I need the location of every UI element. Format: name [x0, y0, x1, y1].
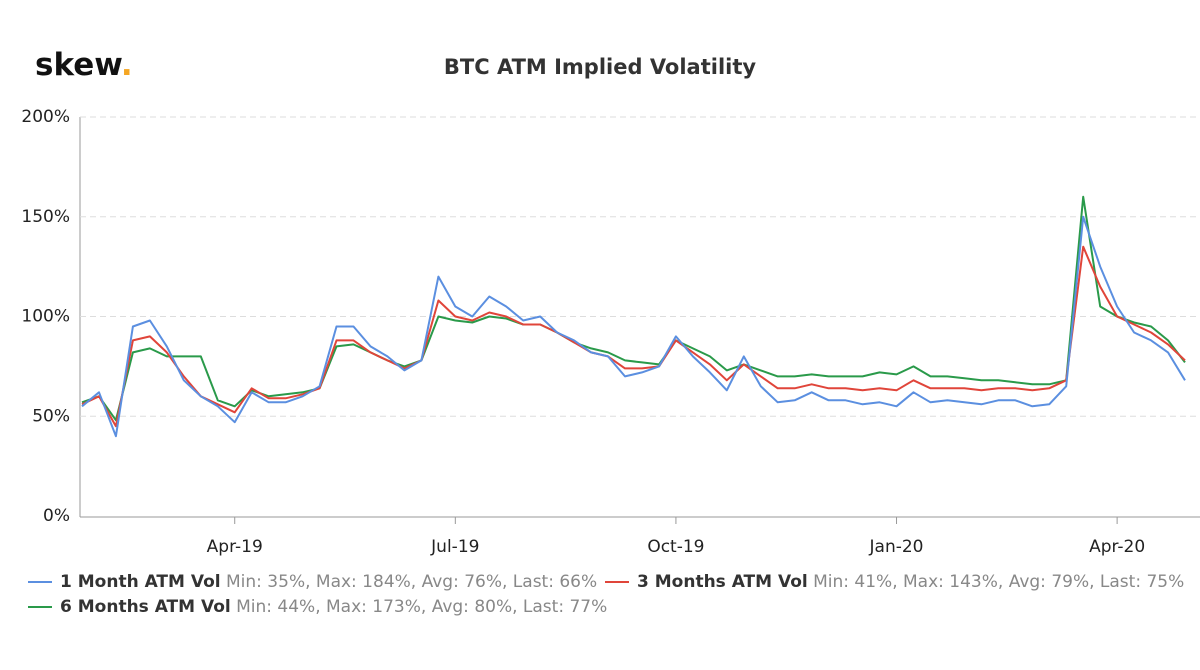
logo-name: skew — [35, 47, 122, 83]
legend-stats: Min: 41%, Max: 143%, Avg: 79%, Last: 75% — [813, 572, 1184, 592]
x-tick-label: Oct-19 — [647, 537, 704, 557]
logo-dot: . — [121, 47, 133, 83]
y-tick-label: 150% — [21, 207, 70, 227]
legend-entry: 3 Months ATM Vol Min: 41%, Max: 143%, Av… — [637, 572, 1184, 592]
series-line — [81, 195, 1186, 422]
y-tick-label: 100% — [21, 307, 70, 327]
x-tick-label: Apr-20 — [1089, 537, 1145, 557]
series-line — [81, 245, 1186, 428]
y-tick-label: 50% — [32, 406, 70, 426]
x-tick-label: Apr-19 — [207, 537, 263, 557]
legend-stats: Min: 44%, Max: 173%, Avg: 80%, Last: 77% — [236, 597, 607, 617]
legend-name: 1 Month ATM Vol — [60, 572, 221, 592]
series-line — [81, 215, 1186, 438]
legend-name: 3 Months ATM Vol — [637, 572, 808, 592]
legend-name: 6 Months ATM Vol — [60, 597, 231, 617]
x-tick-label: Jul-19 — [430, 537, 479, 557]
legend-stats: Min: 35%, Max: 184%, Avg: 76%, Last: 66% — [226, 572, 597, 592]
y-tick-label: 200% — [21, 107, 70, 127]
logo: skew. — [35, 47, 133, 83]
x-tick-label: Jan-20 — [869, 537, 924, 557]
legend-entry: 1 Month ATM Vol Min: 35%, Max: 184%, Avg… — [60, 572, 597, 592]
y-tick-label: 0% — [43, 506, 70, 526]
chart-title: BTC ATM Implied Volatility — [444, 55, 756, 79]
legend-entry: 6 Months ATM Vol Min: 44%, Max: 173%, Av… — [60, 597, 607, 617]
